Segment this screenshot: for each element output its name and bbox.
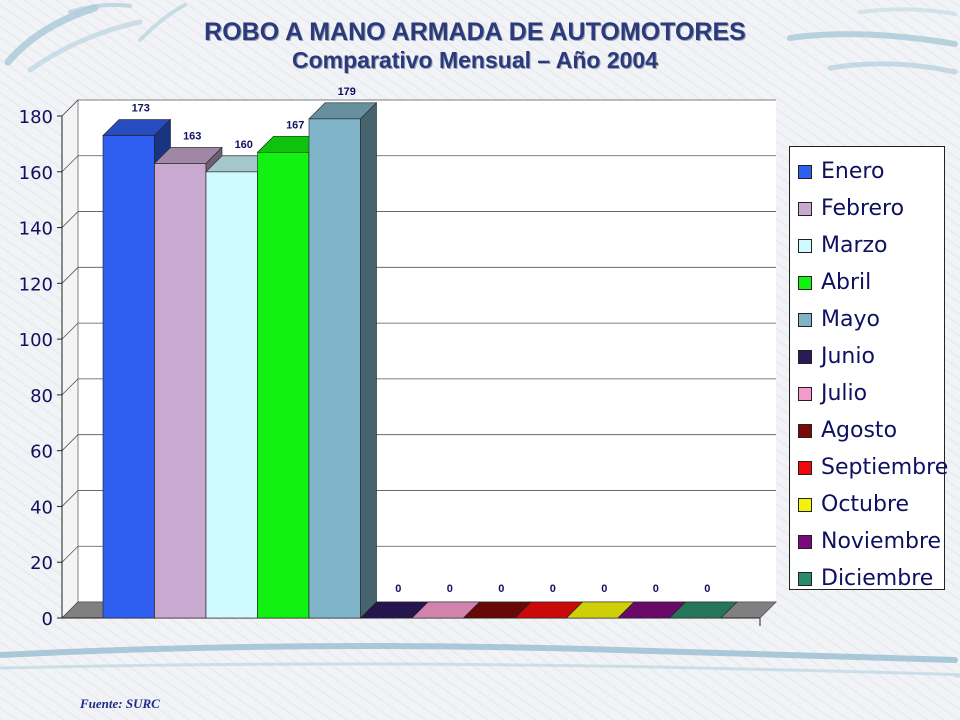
data-label: 0 <box>498 583 504 595</box>
legend-label: Diciembre <box>821 566 934 591</box>
data-label: 0 <box>601 583 607 595</box>
legend-swatch <box>798 460 812 475</box>
legend-item: Abril <box>798 264 944 301</box>
bar-front <box>257 151 310 619</box>
legend-label: Abril <box>821 270 872 295</box>
bar-diciembre <box>668 601 738 619</box>
data-label: 0 <box>653 583 659 595</box>
data-label: 167 <box>286 119 304 131</box>
legend-label: Febrero <box>821 196 905 221</box>
data-label: 163 <box>183 130 201 142</box>
plot-side-wall <box>61 99 79 619</box>
y-tick-label: 20 <box>30 553 53 574</box>
y-tick-label: 160 <box>19 163 53 184</box>
gridline-depth <box>61 99 79 117</box>
legend-label: Septiembre <box>821 455 949 480</box>
gridline-depth <box>61 490 79 507</box>
gridline-depth <box>61 322 79 340</box>
bar-front <box>308 118 361 619</box>
legend-swatch <box>798 386 812 401</box>
data-label: 0 <box>447 583 453 595</box>
gridline-depth <box>61 155 79 173</box>
legend-swatch <box>798 497 812 512</box>
legend-swatch <box>798 534 812 549</box>
gridline-depth <box>61 267 79 284</box>
legend-item: Diciembre <box>798 560 944 597</box>
data-label: 0 <box>704 583 710 595</box>
legend-label: Noviembre <box>821 529 942 554</box>
bar-flat <box>668 601 738 619</box>
legend-label: Julio <box>821 381 868 406</box>
y-tick-label: 120 <box>19 274 53 295</box>
chart-legend: Enero Febrero Marzo Abril Mayo Junio Julio Agos… <box>789 146 948 591</box>
data-label: 0 <box>550 583 556 595</box>
y-tick-label: 140 <box>19 219 53 240</box>
legend-item: Agosto <box>798 412 944 449</box>
legend-swatch <box>798 201 812 216</box>
legend-swatch <box>798 312 812 327</box>
y-tick-label: 80 <box>30 386 53 407</box>
legend-swatch <box>798 423 812 438</box>
bar-front <box>102 135 155 619</box>
legend-label: Mayo <box>821 307 880 332</box>
bar-side <box>360 102 377 619</box>
slide-title: ROBO A MANO ARMADA DE AUTOMOTORES Compar… <box>0 18 950 74</box>
bar-front <box>154 163 207 619</box>
legend-item: Junio <box>798 338 944 375</box>
data-label: 179 <box>338 86 356 98</box>
title-line-1: ROBO A MANO ARMADA DE AUTOMOTORES <box>204 18 746 46</box>
legend-item: Noviembre <box>798 523 944 560</box>
legend-item: Marzo <box>798 227 944 264</box>
y-tick-label: 0 <box>42 609 53 630</box>
gridline-depth <box>61 434 79 451</box>
data-label: 0 <box>395 583 401 595</box>
legend-label: Marzo <box>821 233 888 258</box>
legend-swatch <box>798 238 812 253</box>
legend-item: Enero <box>798 153 944 190</box>
legend-label: Enero <box>821 159 885 184</box>
legend-swatch <box>798 275 812 290</box>
gridline-depth <box>61 378 79 396</box>
data-label: 160 <box>235 139 253 151</box>
title-line-2: Comparativo Mensual – Año 2004 <box>292 47 658 73</box>
data-label: 173 <box>132 103 150 115</box>
source-note: Fuente: SURC <box>80 696 160 711</box>
legend-swatch <box>798 349 812 364</box>
gridline-depth <box>61 545 79 563</box>
bar-front <box>205 171 258 619</box>
legend-label: Octubre <box>821 492 910 517</box>
legend-item: Febrero <box>798 190 944 227</box>
gridline-depth <box>61 211 79 228</box>
legend-item: Octubre <box>798 486 944 523</box>
legend-label: Agosto <box>821 418 898 443</box>
y-tick-label: 40 <box>30 497 53 518</box>
legend-label: Junio <box>821 344 875 369</box>
legend-item: Julio <box>798 375 944 412</box>
legend-item: Mayo <box>798 301 944 338</box>
y-tick-label: 180 <box>19 107 53 128</box>
y-tick-label: 100 <box>19 330 53 351</box>
y-tick-label: 60 <box>30 442 53 463</box>
legend-item: Septiembre <box>798 449 948 486</box>
bar-mayo <box>308 102 378 619</box>
legend-swatch <box>798 164 812 179</box>
legend-swatch <box>798 571 812 586</box>
